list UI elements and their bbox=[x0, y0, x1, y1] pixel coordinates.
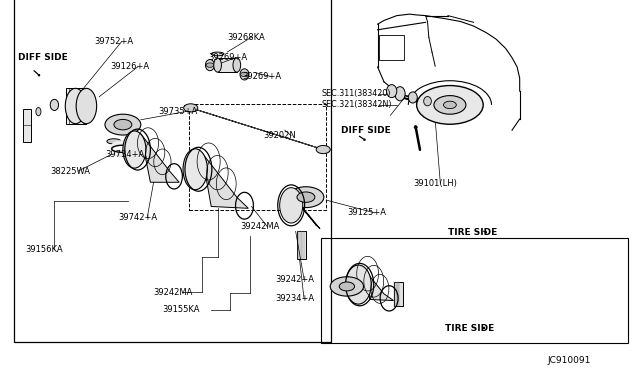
Circle shape bbox=[330, 277, 364, 296]
Circle shape bbox=[288, 187, 324, 208]
Bar bbox=[218, 58, 237, 72]
Text: 39101(LH): 39101(LH) bbox=[413, 179, 457, 187]
Bar bbox=[66, 88, 86, 124]
Text: 39742+A: 39742+A bbox=[118, 213, 157, 222]
Circle shape bbox=[241, 72, 248, 77]
Ellipse shape bbox=[211, 52, 224, 56]
Bar bbox=[14, 0, 331, 342]
Circle shape bbox=[417, 86, 483, 124]
Bar bbox=[23, 109, 31, 142]
Circle shape bbox=[297, 192, 315, 202]
Ellipse shape bbox=[107, 139, 121, 144]
Text: 39269+A: 39269+A bbox=[208, 53, 247, 62]
Ellipse shape bbox=[240, 69, 249, 80]
Polygon shape bbox=[364, 269, 394, 301]
Circle shape bbox=[339, 282, 355, 291]
Ellipse shape bbox=[123, 131, 146, 168]
Ellipse shape bbox=[280, 187, 303, 223]
Text: 39234+A: 39234+A bbox=[275, 294, 314, 303]
Ellipse shape bbox=[205, 60, 214, 71]
Ellipse shape bbox=[51, 99, 59, 110]
Text: SEC.311(383420): SEC.311(383420) bbox=[321, 89, 391, 98]
Bar bbox=[379, 35, 404, 60]
Text: 39735+A: 39735+A bbox=[159, 107, 198, 116]
Circle shape bbox=[434, 96, 466, 114]
Ellipse shape bbox=[387, 84, 397, 97]
Ellipse shape bbox=[395, 87, 405, 101]
Ellipse shape bbox=[316, 145, 330, 154]
Circle shape bbox=[105, 114, 141, 135]
Ellipse shape bbox=[424, 97, 431, 106]
Polygon shape bbox=[184, 106, 330, 152]
Circle shape bbox=[206, 63, 214, 67]
Ellipse shape bbox=[346, 265, 371, 304]
Text: 39156KA: 39156KA bbox=[26, 245, 63, 254]
Circle shape bbox=[444, 101, 456, 109]
Ellipse shape bbox=[36, 108, 41, 116]
Circle shape bbox=[114, 119, 132, 130]
Text: TIRE SIDE: TIRE SIDE bbox=[445, 324, 494, 333]
Bar bbox=[189, 104, 326, 210]
Text: 39734+A: 39734+A bbox=[106, 150, 145, 159]
Text: 39242MA: 39242MA bbox=[154, 288, 193, 296]
Text: TIRE SIDE: TIRE SIDE bbox=[448, 228, 497, 237]
Bar bbox=[321, 238, 628, 343]
Bar bbox=[394, 282, 403, 306]
Ellipse shape bbox=[214, 58, 221, 72]
Text: 39125+A: 39125+A bbox=[347, 208, 386, 217]
Text: 39269+A: 39269+A bbox=[242, 72, 281, 81]
Text: 39202N: 39202N bbox=[264, 131, 296, 140]
Text: 39268KA: 39268KA bbox=[227, 33, 265, 42]
Text: 39242+A: 39242+A bbox=[275, 275, 314, 283]
Text: 38225WA: 38225WA bbox=[50, 167, 90, 176]
Polygon shape bbox=[141, 134, 179, 182]
Text: 39155KA: 39155KA bbox=[162, 305, 200, 314]
Bar bbox=[297, 231, 306, 259]
Ellipse shape bbox=[76, 89, 97, 124]
Polygon shape bbox=[202, 153, 248, 208]
Ellipse shape bbox=[65, 89, 86, 124]
Text: 39126+A: 39126+A bbox=[110, 62, 149, 71]
Text: 39752+A: 39752+A bbox=[95, 37, 134, 46]
Ellipse shape bbox=[184, 104, 198, 112]
Text: SEC.321(38342N): SEC.321(38342N) bbox=[321, 100, 392, 109]
Text: DIFF SIDE: DIFF SIDE bbox=[18, 53, 68, 62]
Polygon shape bbox=[296, 201, 320, 229]
Text: DIFF SIDE: DIFF SIDE bbox=[341, 126, 391, 135]
Ellipse shape bbox=[233, 58, 241, 72]
Text: JC910091: JC910091 bbox=[547, 356, 591, 365]
Ellipse shape bbox=[183, 149, 207, 190]
Ellipse shape bbox=[408, 92, 417, 103]
Text: 39242MA: 39242MA bbox=[240, 222, 280, 231]
